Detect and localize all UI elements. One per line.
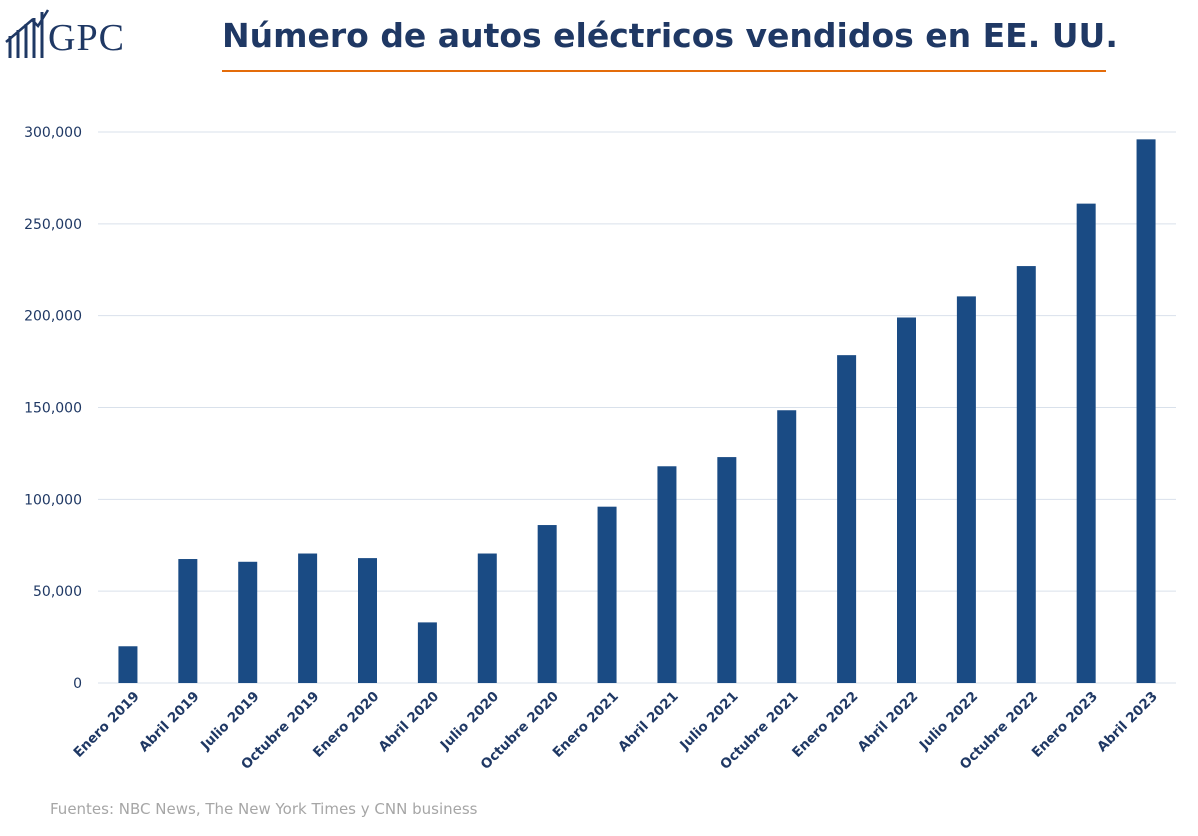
bar [238,561,258,683]
x-tick-label: Abril 2022 [855,689,922,756]
x-tick-label: Abril 2020 [376,689,443,756]
bar [897,317,916,683]
x-tick-label: Abril 2021 [615,689,682,756]
y-tick-label: 150,000 [24,401,82,417]
bar [1136,139,1156,683]
bars [118,139,1156,683]
bar [358,558,377,683]
y-tick-label: 300,000 [24,125,82,141]
x-tick-label: Julio 2021 [676,689,741,754]
bar [477,553,497,683]
gpc-logo [5,9,50,58]
bar [777,410,797,683]
bar [118,646,138,683]
bar [298,553,318,683]
y-tick-label: 0 [73,676,82,692]
bar [717,457,737,683]
y-tick-label: 200,000 [24,309,82,325]
x-tick-label: Abril 2023 [1094,689,1161,756]
title-underline [222,70,1106,72]
x-tick-label: Abril 2019 [136,689,203,756]
x-tick-label: Julio 2020 [437,689,502,754]
x-tick-label: Julio 2019 [197,689,262,754]
logo-columns-icon [5,9,50,58]
y-tick-label: 50,000 [33,584,82,600]
logo-text: GPC [48,17,125,59]
bar [1016,266,1036,683]
source-note: Fuentes: NBC News, The New York Times y … [50,800,478,818]
bar [178,559,198,683]
bar [1076,203,1096,683]
bar [837,355,857,683]
bar [657,466,677,683]
y-tick-label: 250,000 [24,217,82,233]
x-tick-label: Enero 2019 [71,689,143,761]
bar [597,506,617,683]
y-axis-tick-labels: 0 50,000 100,000 150,000 200,000 250,000 300,0… [24,125,82,692]
gridlines [98,131,1176,684]
chart-title: Número de autos eléctricos vendidos en E… [222,16,1118,55]
y-tick-label: 100,000 [24,492,82,508]
bar [417,622,437,683]
x-tick-label: Julio 2022 [916,689,981,754]
bar [956,296,976,683]
bar [537,525,557,683]
